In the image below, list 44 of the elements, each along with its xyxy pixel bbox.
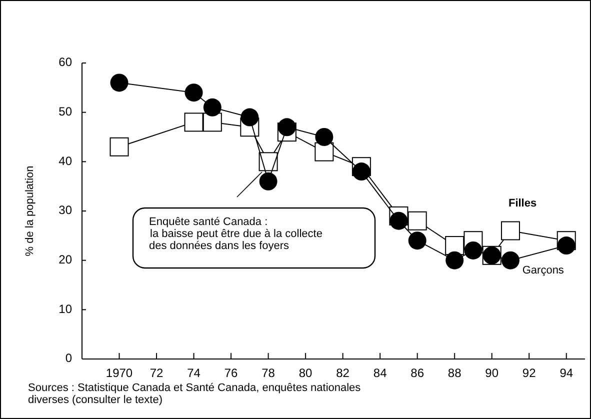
point [110,74,128,92]
point [408,211,427,230]
point [446,251,464,270]
y-tick-label: 0 [65,351,72,366]
x-tick-label: 94 [560,366,574,380]
point [203,98,222,116]
y-tick-label: 10 [58,302,72,316]
point [314,142,334,162]
x-tick-label: 86 [410,366,424,380]
x-tick-label: 82 [336,366,350,380]
x-tick-label: 1970 [106,366,133,380]
x-tick-label: 88 [448,366,462,380]
x-tick-label: 92 [522,366,536,380]
point [184,112,204,132]
y-tick-label: 50 [58,104,72,119]
point [240,108,259,126]
y-tick-label: 40 [58,154,72,168]
y-tick-label: 60 [58,55,72,70]
x-tick-label: 90 [485,366,499,380]
point [259,172,278,190]
series-label: Filles [508,198,537,210]
x-tick-label: 76 [224,366,238,380]
point [464,241,482,260]
point [110,137,129,156]
point [408,232,426,250]
point [501,251,520,270]
y-axis-title: % de la population [24,166,36,256]
x-tick-label: 80 [298,366,313,380]
point [352,162,370,181]
point [184,84,203,102]
x-tick-label: 78 [262,366,276,380]
annotation: Enquête santé Canada : la baisse peut être due à la collecte des données dans les foyers [149,216,322,252]
point [390,212,408,230]
y-tick-label: 20 [58,252,72,267]
x-tick-label: 72 [150,366,164,380]
point [315,128,334,146]
series-label: Garçons [522,264,564,277]
x-tick-label: 74 [187,366,201,380]
point [557,236,576,255]
x-tick-label: 84 [373,366,388,380]
source-note: Sources : Statistique Canada et Santé Canada, enquêtes nationales diverses (consulter le texte) [28,382,362,406]
point [278,118,296,136]
point [500,221,520,240]
y-tick-label: 30 [58,203,72,218]
